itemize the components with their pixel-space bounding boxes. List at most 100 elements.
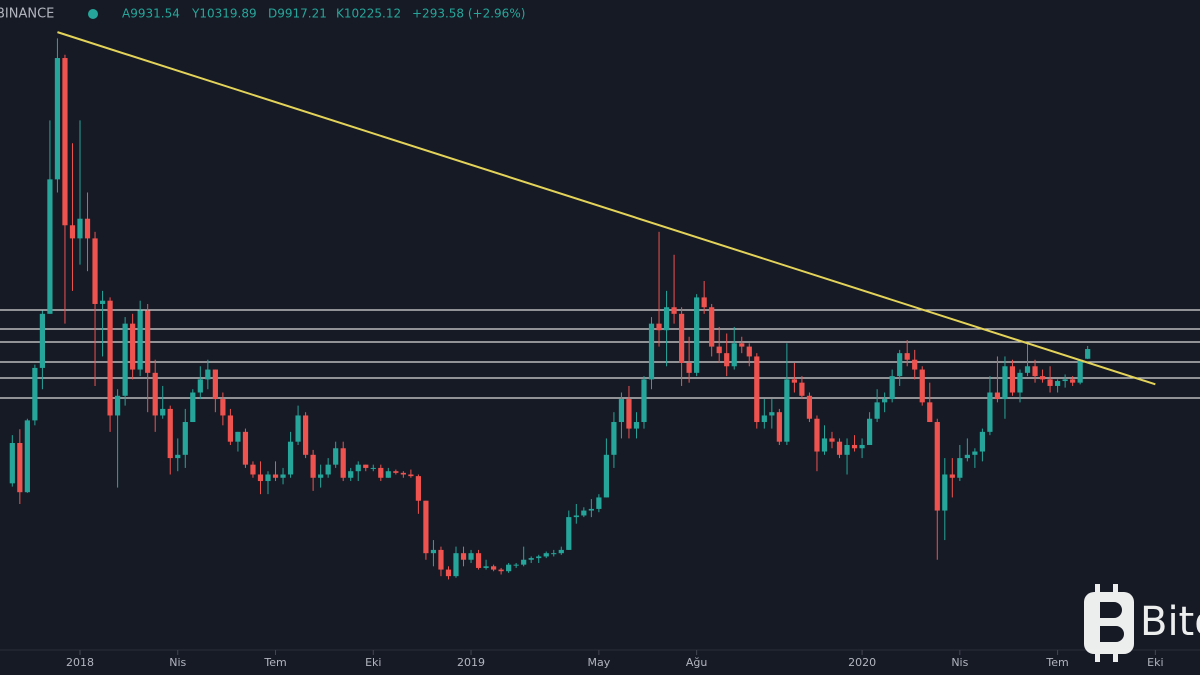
candle-body — [949, 474, 955, 478]
candle-body — [227, 415, 233, 442]
candle-body — [1077, 359, 1083, 383]
candle-body — [1047, 379, 1053, 386]
candle-body — [679, 313, 685, 363]
candle-body — [709, 307, 715, 347]
x-tick-label: Nis — [169, 656, 186, 669]
candle-body — [24, 420, 30, 493]
candle-body — [468, 553, 474, 560]
candle-body — [99, 300, 106, 304]
watermark-logo-bar — [1113, 584, 1118, 662]
candle-body — [994, 392, 1001, 400]
candle-body — [393, 471, 399, 473]
candle-body — [506, 564, 512, 572]
candle-body — [1062, 379, 1068, 382]
x-tick-label: 2019 — [457, 656, 485, 669]
candle-body — [581, 510, 587, 516]
candle-body — [130, 323, 136, 370]
candle-body — [633, 422, 640, 429]
candle-body — [543, 553, 549, 557]
candle-body — [69, 225, 76, 239]
candle-body — [265, 474, 271, 482]
candle-body — [889, 376, 895, 400]
candle-body — [611, 422, 617, 455]
candle-body — [408, 474, 414, 477]
candle-body — [814, 418, 820, 452]
candle-body — [513, 564, 519, 566]
candle-body — [453, 553, 459, 577]
candle-body — [160, 408, 166, 416]
candle-body — [370, 467, 376, 469]
candle-body — [423, 500, 429, 554]
candle-body — [197, 379, 203, 393]
candle-body — [663, 307, 670, 331]
candle-body — [934, 422, 940, 511]
candle-body — [641, 379, 647, 423]
candle-body — [912, 359, 918, 370]
candle-body — [799, 382, 805, 396]
candle-body — [205, 369, 211, 380]
x-tick-label: 2018 — [66, 656, 94, 669]
candle-body — [784, 379, 790, 442]
candle-body — [844, 444, 850, 455]
candle-body — [325, 464, 331, 475]
candle-body — [1002, 366, 1008, 400]
candle-body — [754, 356, 760, 423]
candle-body — [972, 451, 978, 455]
candle-body — [979, 431, 985, 452]
high-value: Y10319.89 — [191, 7, 257, 21]
candle-body — [1085, 349, 1091, 359]
candle-body — [882, 399, 888, 403]
candle-body — [701, 297, 707, 308]
candle-body — [445, 569, 452, 577]
candle-body — [107, 300, 113, 416]
candle-body — [851, 444, 858, 449]
candle-body — [77, 218, 83, 239]
candle-body — [438, 549, 444, 570]
candle-body — [521, 559, 527, 565]
candle-body — [1070, 379, 1076, 383]
x-tick-label: Tem — [1045, 656, 1068, 669]
candle-body — [220, 399, 226, 416]
candle-body — [987, 392, 993, 432]
candle-body — [84, 218, 91, 239]
candle-body — [115, 395, 121, 416]
candle-body — [1017, 372, 1023, 393]
candle-body — [295, 415, 301, 442]
candle-body — [904, 353, 910, 360]
candle-body — [318, 474, 324, 478]
candle-body — [821, 438, 828, 452]
candle-body — [656, 323, 662, 331]
candle-body — [919, 369, 925, 403]
candle-body — [137, 310, 143, 370]
candle-body — [152, 372, 158, 416]
candle-body — [340, 448, 346, 478]
candle-body — [626, 399, 632, 429]
candle-body — [964, 454, 970, 459]
x-tick-label: May — [588, 656, 611, 669]
candle-body — [836, 441, 843, 455]
x-tick-label: Tem — [263, 656, 286, 669]
status-dot — [88, 9, 98, 19]
candle-body — [724, 353, 730, 367]
candle-body — [491, 566, 497, 570]
candle-body — [415, 476, 421, 501]
candle-body — [287, 441, 294, 475]
candle-body — [1055, 381, 1061, 386]
candle-body — [618, 399, 625, 423]
candle-body — [1039, 376, 1046, 380]
candle-body — [498, 569, 504, 572]
candle-body — [310, 454, 316, 478]
candle-body — [573, 515, 579, 518]
candle-body — [551, 553, 557, 555]
candle-body — [355, 464, 361, 472]
candle-body — [942, 474, 948, 511]
plot-area — [0, 31, 1200, 580]
candle-body — [190, 392, 196, 423]
candle-body — [769, 412, 775, 416]
x-tick-label: Ağu — [686, 656, 707, 669]
candle-body — [17, 443, 23, 493]
candle-body — [558, 549, 564, 554]
candle-body — [348, 471, 354, 478]
